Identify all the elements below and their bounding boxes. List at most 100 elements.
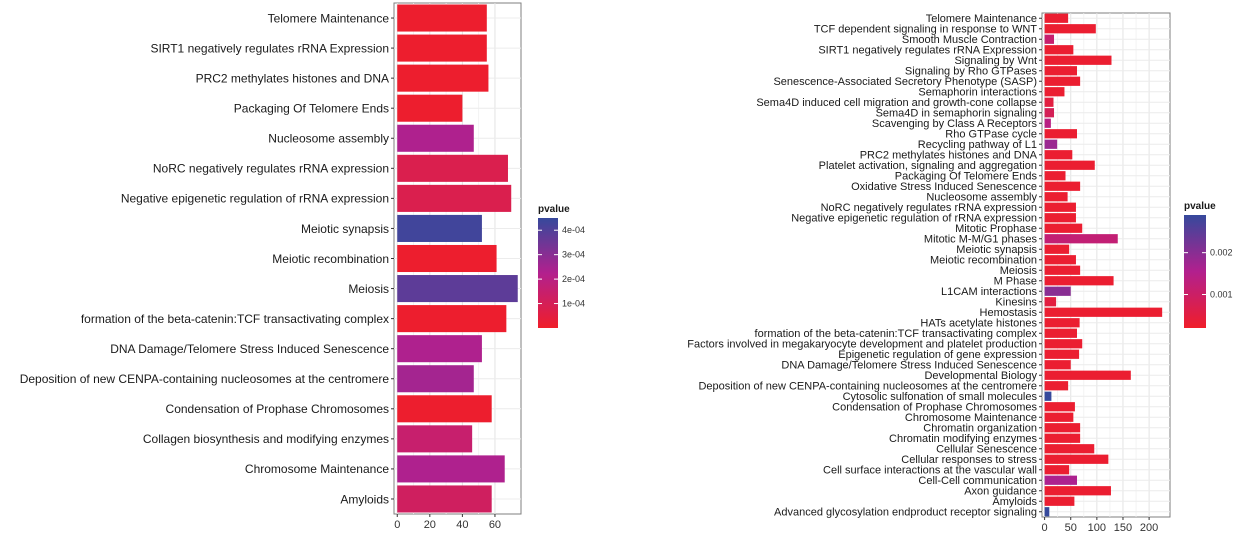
left-bar-chart: Telomere Maintenance SIRT1 negatively reg… — [20, 2, 585, 531]
y-tick-label: Signaling by Rho GTPases — [905, 66, 1038, 78]
y-tick-label: Packaging Of Telomere Ends — [895, 171, 1038, 183]
bar-senescence-associated-secretory-phenotype-sasp — [1044, 76, 1081, 86]
y-tick-label: Telomere Maintenance — [926, 13, 1037, 25]
bar-developmental-biology — [1044, 370, 1131, 380]
y-tick-label: Meiosis — [348, 282, 389, 296]
bar-cell-surface-interactions-at-the-vascular-wall — [1044, 465, 1070, 475]
x-tick-label: 20 — [424, 519, 436, 531]
x-tick-label: 150 — [1114, 522, 1132, 533]
bar-hats-acetylate-histones — [1044, 318, 1080, 328]
y-tick-label: Hemostasis — [980, 307, 1038, 319]
bar-collagen-biosynthesis-and-modifying-enzymes — [397, 425, 473, 453]
bar-mitotic-prophase — [1044, 223, 1083, 233]
y-tick-label: Senescence-Associated Secretory Phenotyp… — [773, 76, 1037, 88]
bar-cell-cell-communication — [1044, 475, 1078, 485]
bar-nucleosome-assembly — [397, 124, 474, 152]
bar-signaling-by-wnt — [1044, 55, 1112, 65]
y-tick-label: SIRT1 negatively regulates rRNA Expressi… — [150, 41, 389, 55]
y-tick-label: Oxidative Stress Induced Senescence — [851, 181, 1037, 193]
bar-meiotic-recombination — [1044, 255, 1076, 265]
y-tick-label: M Phase — [994, 276, 1037, 288]
bar-deposition-of-new-cenpa-containing-nucleosomes-a — [397, 365, 474, 393]
bar-rho-gtpase-cycle — [1044, 129, 1078, 139]
bar-hemostasis — [1044, 307, 1163, 317]
y-tick-label: Mitotic M-M/G1 phases — [924, 234, 1038, 246]
y-tick-label: Chromosome Maintenance — [905, 412, 1037, 424]
bar-cellular-senescence — [1044, 444, 1095, 454]
bar-condensation-of-prophase-chromosomes — [397, 395, 492, 423]
y-tick-label: DNA Damage/Telomere Stress Induced Senes… — [781, 360, 1037, 372]
y-tick-label: SIRT1 negatively regulates rRNA Expressi… — [818, 45, 1037, 57]
legend-tick-label: 3e-04 — [562, 250, 585, 260]
bar-meiotic-synapsis — [1044, 244, 1070, 254]
bar-cellular-responses-to-stress — [1044, 454, 1109, 464]
bar-cytosolic-sulfonation-of-small-molecules — [1044, 391, 1052, 401]
y-tick-label: L1CAM interactions — [941, 286, 1037, 298]
y-tick-label: Scavenging by Class A Receptors — [872, 118, 1038, 130]
y-tick-label: PRC2 methylates histones and DNA — [860, 150, 1038, 162]
legend-tick-label: 2e-04 — [562, 274, 585, 284]
y-tick-label: Rho GTPase cycle — [945, 129, 1037, 141]
bar-tcf-dependent-signaling-in-response-to-wnt — [1044, 24, 1096, 34]
bar-semaphorin-interactions — [1044, 87, 1065, 97]
y-tick-label: Nucleosome assembly — [926, 192, 1037, 204]
bar-meiotic-synapsis — [397, 214, 482, 242]
x-tick-label: 0 — [1042, 522, 1048, 533]
x-tick-label: 40 — [456, 519, 468, 531]
y-tick-label: Sema4D induced cell migration and growth… — [756, 97, 1037, 109]
y-tick-label: Epigenetic regulation of gene expression — [838, 349, 1037, 361]
y-tick-label: NoRC negatively regulates rRNA expressio… — [153, 162, 389, 176]
bar-recycling-pathway-of-l1 — [1044, 139, 1058, 149]
bar-sirt1-negatively-regulates-rrna-expression — [1044, 45, 1074, 55]
legend-colorbar — [1184, 215, 1206, 328]
bar-amyloids — [397, 485, 492, 513]
y-tick-label: Condensation of Prophase Chromosomes — [166, 402, 389, 416]
bar-amyloids — [1044, 496, 1075, 506]
y-tick-label: Sema4D in semaphorin signaling — [876, 108, 1037, 120]
bar-axon-guidance — [1044, 486, 1111, 496]
bar-smooth-muscle-contraction — [1044, 34, 1055, 44]
bar-norc-negatively-regulates-rrna-expression — [397, 154, 508, 182]
bar-sirt1-negatively-regulates-rrna-expression — [397, 34, 487, 62]
bar-formation-of-the-beta-catenin-tcf-transactivatin — [1044, 328, 1078, 338]
bar-platelet-activation-signaling-and-aggregation — [1044, 160, 1095, 170]
bar-nucleosome-assembly — [1044, 192, 1068, 202]
y-tick-label: formation of the beta-catenin:TCF transa… — [755, 328, 1038, 340]
y-tick-label: Cellular Senescence — [936, 444, 1037, 456]
bar-chromosome-maintenance — [1044, 412, 1074, 422]
y-tick-label: Amyloids — [340, 492, 389, 506]
y-tick-label: Meiotic recombination — [272, 252, 389, 266]
y-tick-label: Cell surface interactions at the vascula… — [823, 465, 1037, 477]
y-tick-label: TCF dependent signaling in response to W… — [814, 24, 1037, 36]
bar-negative-epigenetic-regulation-of-rrna-expressio — [1044, 213, 1076, 223]
y-tick-label: Nucleosome assembly — [268, 132, 389, 146]
legend-tick-label: 4e-04 — [562, 225, 585, 235]
bar-sema4d-induced-cell-migration-and-growth-cone-co — [1044, 97, 1054, 107]
y-tick-label: Axon guidance — [964, 486, 1037, 498]
bar-chromosome-maintenance — [397, 455, 505, 483]
bar-dna-damage-telomere-stress-induced-senescence — [397, 335, 482, 363]
bar-oxidative-stress-induced-senescence — [1044, 181, 1081, 191]
bar-mitotic-m-m-g1-phases — [1044, 234, 1118, 244]
y-tick-label: Chromatin organization — [923, 423, 1037, 435]
bar-prc2-methylates-histones-and-dna — [1044, 150, 1073, 160]
bar-negative-epigenetic-regulation-of-rrna-expressio — [397, 184, 512, 212]
y-tick-label: PRC2 methylates histones and DNA — [196, 71, 389, 85]
x-tick-label: 0 — [394, 519, 400, 531]
y-tick-label: Negative epigenetic regulation of rRNA e… — [791, 213, 1037, 225]
y-tick-label: Smooth Muscle Contraction — [902, 34, 1037, 46]
bar-epigenetic-regulation-of-gene-expression — [1044, 349, 1080, 359]
y-tick-label: Telomere Maintenance — [268, 11, 390, 25]
y-tick-label: Chromosome Maintenance — [245, 462, 389, 476]
x-tick-label: 100 — [1088, 522, 1106, 533]
y-tick-label: Deposition of new CENPA-containing nucle… — [698, 381, 1037, 393]
x-tick-label: 50 — [1065, 522, 1077, 533]
y-tick-label: Cell-Cell communication — [918, 475, 1037, 487]
bar-chromatin-modifying-enzymes — [1044, 433, 1081, 443]
bar-norc-negatively-regulates-rrna-expression — [1044, 202, 1076, 212]
bar-chromatin-organization — [1044, 423, 1081, 433]
y-tick-label: Mitotic Prophase — [955, 223, 1037, 235]
y-tick-label: Cellular responses to stress — [901, 454, 1037, 466]
